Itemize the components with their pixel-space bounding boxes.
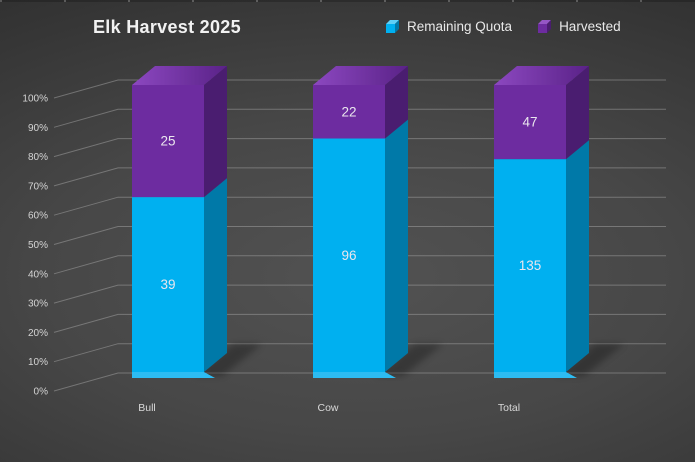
bar-top-harvested-cow[interactable] (313, 66, 408, 85)
gridline (53, 372, 666, 392)
y-axis-tick-label: 80% (28, 152, 48, 163)
gridline (53, 196, 666, 216)
data-label-harvested-cow: 22 (341, 104, 356, 119)
bar-segment-harvested-total[interactable] (494, 85, 566, 160)
bar-shadow (556, 344, 624, 376)
legend-label: Harvested (559, 19, 621, 34)
y-axis-tick-label: 60% (28, 211, 48, 222)
gridline (53, 313, 666, 333)
legend-item-harvested[interactable]: Harvested (538, 19, 621, 34)
bar-segment-remaining-total[interactable] (494, 159, 566, 372)
bar-side-harvested-cow[interactable] (385, 66, 408, 139)
legend-item-remaining-quota[interactable]: Remaining Quota (386, 19, 512, 34)
top-edge-ticks (0, 0, 695, 2)
data-label-harvested-bull: 25 (160, 134, 175, 149)
data-label-harvested-total: 47 (522, 115, 537, 130)
gridline (53, 343, 666, 363)
legend-marker-icon (538, 19, 552, 33)
y-axis-tick-label: 0% (34, 387, 49, 398)
x-axis-category-label-cow: Cow (317, 402, 338, 414)
x-axis-category-label-total: Total (498, 402, 520, 414)
bar-shadow (194, 344, 262, 376)
gridline (53, 255, 666, 275)
gridline (53, 167, 666, 187)
bar-base-bevel (132, 372, 215, 378)
bar-side-harvested-total[interactable] (566, 66, 589, 160)
bar-base-bevel (494, 372, 577, 378)
bar-side-remaining-bull[interactable] (204, 178, 227, 372)
bar-segment-harvested-bull[interactable] (132, 85, 204, 198)
x-axis-category-label-bull: Bull (138, 402, 156, 414)
gridline (53, 138, 666, 158)
data-label-remaining-total: 135 (519, 258, 542, 273)
y-axis-tick-label: 20% (28, 328, 48, 339)
legend-label: Remaining Quota (407, 19, 513, 34)
gridline (53, 79, 666, 99)
bar-top-harvested-bull[interactable] (132, 66, 227, 85)
bar-side-remaining-cow[interactable] (385, 119, 408, 372)
bar-top-harvested-total[interactable] (494, 66, 589, 85)
legend-marker-icon (386, 19, 399, 33)
y-axis-tick-label: 70% (28, 181, 48, 192)
data-label-remaining-bull: 39 (160, 277, 175, 292)
bar-segment-remaining-cow[interactable] (313, 138, 385, 372)
y-axis-tick-label: 90% (28, 123, 48, 134)
gridline (53, 226, 666, 245)
gridline (53, 284, 666, 304)
y-axis-tick-label: 50% (28, 240, 48, 251)
bar-side-harvested-bull[interactable] (204, 66, 227, 198)
bar-segment-harvested-cow[interactable] (313, 85, 385, 139)
bar-shadow (375, 344, 443, 376)
y-axis-tick-label: 30% (28, 299, 48, 310)
bar-segment-remaining-bull[interactable] (132, 197, 204, 372)
bar-side-remaining-total[interactable] (566, 140, 589, 372)
data-label-remaining-cow: 96 (341, 248, 356, 263)
bar-base-bevel (313, 372, 396, 378)
y-axis-tick-label: 40% (28, 269, 48, 280)
y-axis-tick-label: 100% (22, 94, 48, 105)
chart-title: Elk Harvest 2025 (93, 17, 241, 37)
y-axis-tick-label: 10% (28, 357, 48, 368)
chart-legend: Remaining Quota Harvested (386, 19, 621, 34)
gridline (53, 108, 666, 128)
